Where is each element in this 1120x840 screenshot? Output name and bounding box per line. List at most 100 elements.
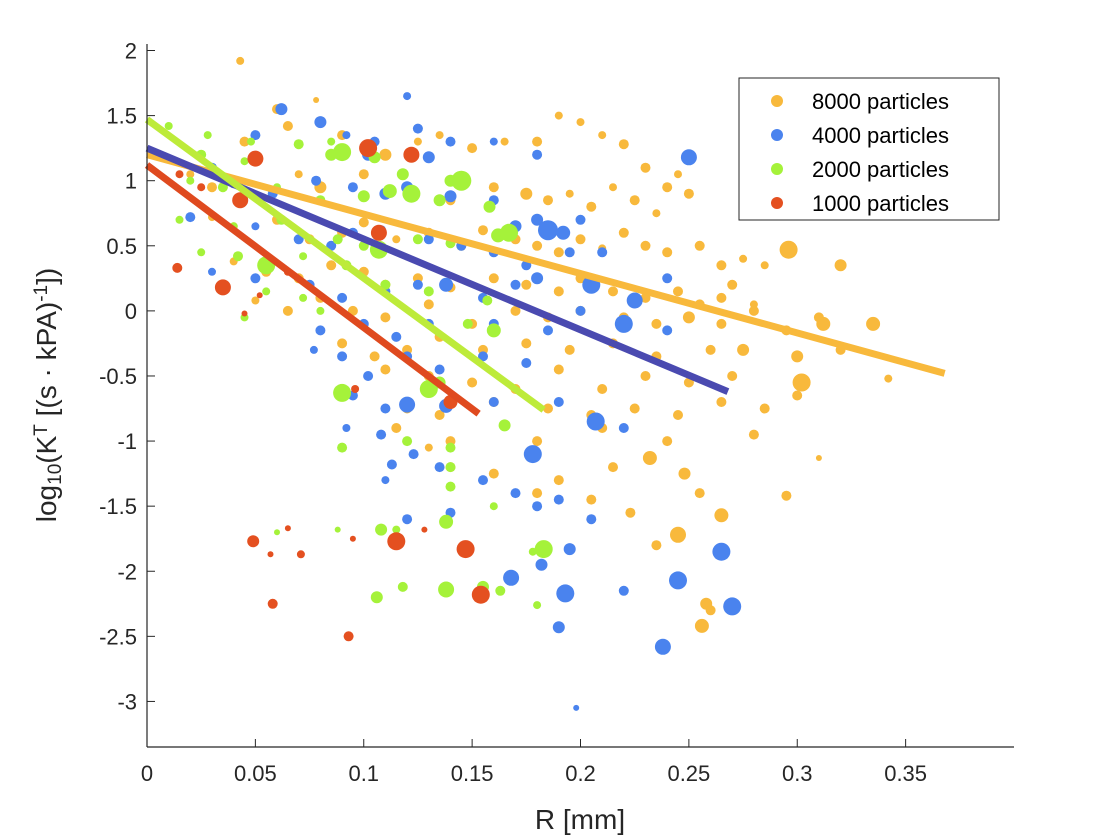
data-point — [433, 194, 446, 207]
data-point — [412, 123, 423, 134]
data-point — [343, 631, 354, 642]
data-point — [626, 292, 643, 309]
data-point — [332, 234, 343, 245]
data-point — [781, 490, 792, 501]
data-point — [488, 468, 499, 479]
data-point — [575, 234, 586, 245]
y-label-part: log — [31, 485, 62, 522]
fit-line — [144, 116, 546, 413]
data-point — [382, 184, 397, 199]
data-point — [543, 195, 553, 206]
data-point — [678, 467, 691, 480]
data-point — [423, 286, 434, 297]
data-point — [408, 449, 419, 460]
y-tick-label: -2 — [117, 559, 137, 584]
data-point — [439, 514, 454, 529]
data-point — [791, 350, 804, 363]
data-point — [670, 526, 686, 543]
data-point — [240, 157, 249, 166]
data-point — [586, 412, 605, 431]
data-point — [423, 234, 434, 245]
data-point — [521, 279, 532, 290]
data-point — [532, 436, 543, 447]
data-point — [556, 225, 571, 240]
data-point — [510, 305, 521, 316]
data-point — [391, 423, 402, 433]
data-point — [727, 371, 738, 381]
data-point — [434, 364, 445, 375]
data-point — [553, 286, 564, 297]
data-point — [815, 455, 822, 461]
data-point — [532, 501, 543, 512]
data-point — [723, 597, 742, 616]
data-point — [554, 111, 563, 120]
data-point — [586, 494, 597, 505]
data-point — [640, 162, 651, 173]
data-point — [727, 279, 738, 290]
data-point — [532, 240, 543, 251]
data-point — [618, 423, 629, 433]
fit-line — [144, 162, 481, 417]
data-point — [531, 272, 544, 285]
data-point — [573, 704, 580, 711]
data-point — [662, 436, 673, 447]
data-point — [296, 550, 305, 559]
data-point — [251, 296, 260, 305]
y-tick-label: 2 — [125, 39, 137, 64]
data-point — [640, 371, 651, 381]
data-point — [748, 429, 759, 440]
data-point — [462, 318, 473, 329]
data-point — [489, 502, 498, 511]
data-point — [523, 445, 542, 464]
data-point — [705, 344, 716, 355]
data-point — [760, 261, 769, 270]
data-point — [669, 571, 687, 590]
data-point — [445, 462, 456, 473]
data-point — [500, 223, 518, 242]
data-point — [282, 121, 293, 131]
data-point — [652, 209, 661, 218]
x-tick-label: 0.3 — [782, 761, 813, 786]
y-tick-label: 1.5 — [106, 104, 137, 129]
data-point — [792, 390, 803, 401]
series-points-1 — [185, 92, 742, 711]
data-point — [478, 225, 488, 236]
data-point — [445, 481, 456, 492]
data-point — [403, 146, 420, 163]
data-point — [337, 351, 348, 362]
data-point — [175, 170, 184, 179]
data-point — [175, 215, 184, 224]
data-point — [359, 139, 378, 158]
data-point — [640, 240, 651, 251]
data-point — [629, 403, 640, 414]
data-point — [421, 526, 428, 533]
data-point — [532, 136, 543, 147]
data-point — [680, 149, 697, 166]
data-point — [556, 584, 575, 603]
data-point — [316, 306, 325, 315]
data-point — [250, 130, 261, 141]
data-point — [662, 273, 673, 284]
data-point — [299, 252, 308, 261]
data-point — [662, 247, 673, 258]
data-point — [608, 286, 618, 297]
data-point — [251, 222, 260, 231]
data-point — [309, 345, 318, 354]
data-point — [402, 184, 421, 203]
x-tick-label: 0.35 — [884, 761, 927, 786]
data-point — [392, 525, 401, 534]
data-point — [342, 131, 351, 140]
data-point — [337, 292, 348, 303]
data-point — [375, 523, 388, 536]
data-point — [482, 295, 493, 306]
x-axis-label: R [mm] — [535, 804, 625, 835]
data-point — [413, 137, 422, 146]
data-point — [207, 182, 217, 193]
data-point — [748, 305, 759, 316]
data-point — [412, 279, 423, 290]
data-point — [247, 137, 255, 146]
x-tick-label: 0.15 — [451, 761, 494, 786]
data-point — [552, 621, 565, 634]
x-tick-label: 0.05 — [234, 761, 277, 786]
data-point — [313, 97, 320, 103]
